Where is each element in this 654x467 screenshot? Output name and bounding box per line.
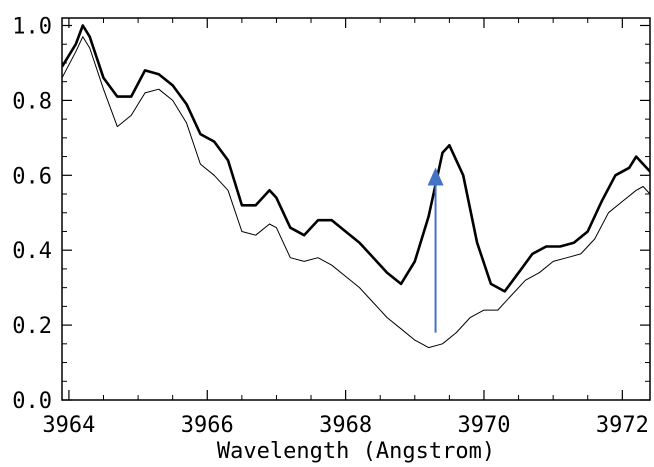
plot-area: [62, 26, 654, 348]
y-tick-label: 0.4: [12, 239, 52, 264]
y-tick-label: 0.0: [12, 389, 52, 414]
plot-frame: [62, 18, 650, 400]
x-tick-label: 3968: [319, 413, 372, 438]
series-line-thin: [62, 37, 654, 348]
x-tick-label: 3966: [181, 413, 234, 438]
y-tick-label: 1.0: [12, 14, 52, 39]
y-tick-label: 0.2: [12, 314, 52, 339]
x-tick-label: 3970: [457, 413, 510, 438]
series-line-thick: [62, 26, 654, 292]
y-tick-label: 0.6: [12, 164, 52, 189]
annotation-arrow-head: [428, 168, 444, 186]
y-axis: 0.0 0.2 0.4 0.6 0.8 1.0: [12, 14, 650, 414]
x-axis: 3964 3966 3968 3970 3972: [42, 18, 648, 438]
x-tick-label: 3964: [42, 413, 95, 438]
x-axis-label: Wavelength (Angstrom): [217, 439, 495, 464]
x-tick-label: 3972: [596, 413, 649, 438]
y-tick-label: 0.8: [12, 89, 52, 114]
